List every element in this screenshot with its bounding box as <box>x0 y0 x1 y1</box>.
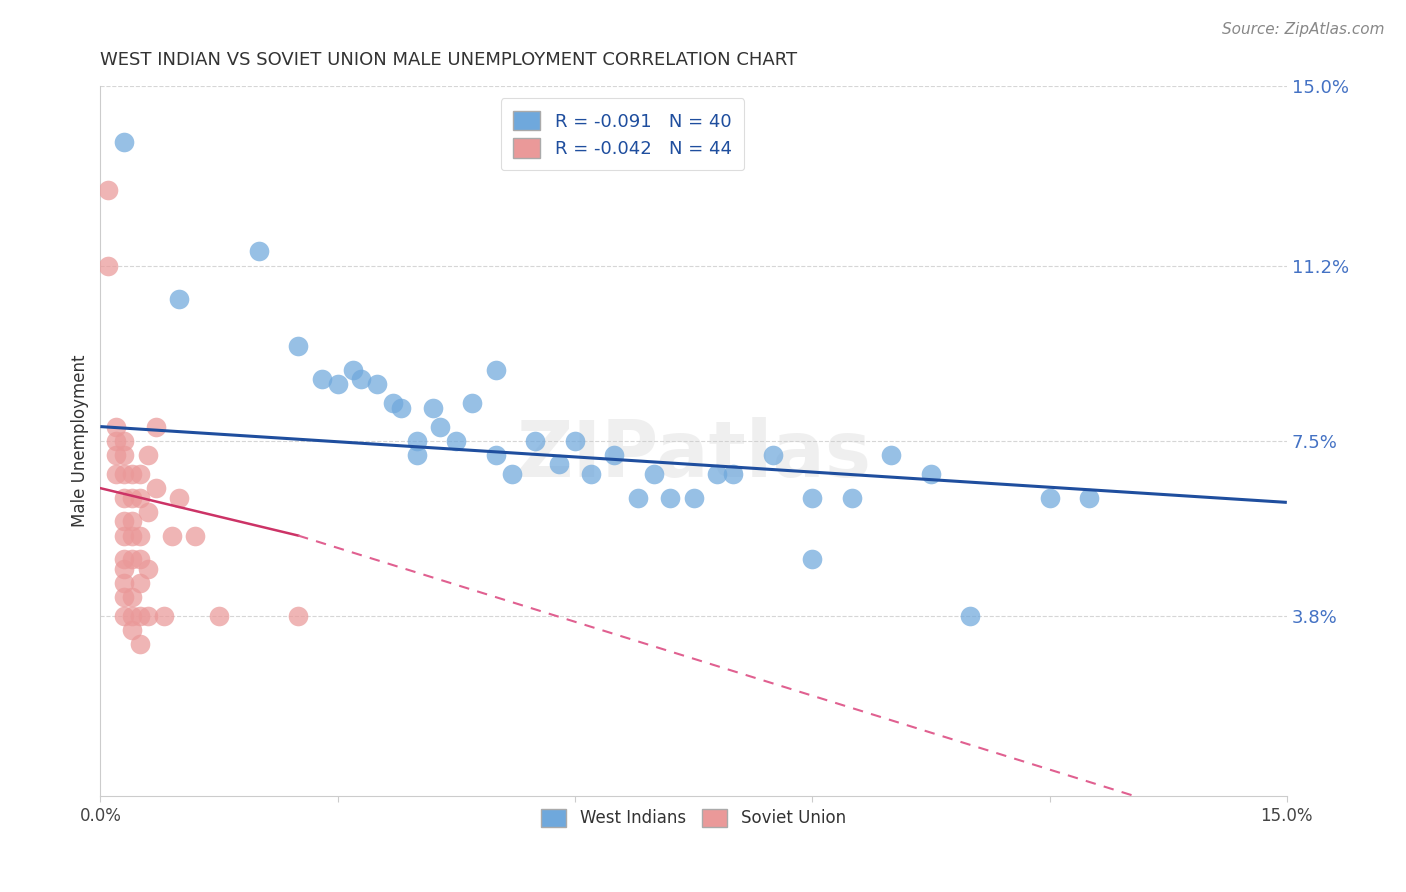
Point <box>422 401 444 415</box>
Point <box>105 448 128 462</box>
Point <box>121 590 143 604</box>
Point <box>841 491 863 505</box>
Point <box>287 339 309 353</box>
Point <box>112 562 135 576</box>
Point <box>287 609 309 624</box>
Point <box>721 467 744 481</box>
Point <box>706 467 728 481</box>
Point <box>105 467 128 481</box>
Point <box>1038 491 1060 505</box>
Point <box>801 552 824 566</box>
Point <box>129 638 152 652</box>
Point <box>366 376 388 391</box>
Point <box>485 448 508 462</box>
Point <box>247 244 270 259</box>
Point <box>350 372 373 386</box>
Point <box>880 448 903 462</box>
Point <box>129 528 152 542</box>
Point <box>643 467 665 481</box>
Text: WEST INDIAN VS SOVIET UNION MALE UNEMPLOYMENT CORRELATION CHART: WEST INDIAN VS SOVIET UNION MALE UNEMPLO… <box>100 51 797 69</box>
Point <box>112 514 135 528</box>
Point <box>382 396 405 410</box>
Point <box>129 575 152 590</box>
Point <box>97 183 120 197</box>
Point <box>136 505 159 519</box>
Point <box>501 467 523 481</box>
Point <box>129 609 152 624</box>
Point <box>429 419 451 434</box>
Point <box>97 259 120 273</box>
Legend: West Indians, Soviet Union: West Indians, Soviet Union <box>534 802 852 834</box>
Point <box>105 419 128 434</box>
Y-axis label: Male Unemployment: Male Unemployment <box>72 354 89 527</box>
Point <box>682 491 704 505</box>
Point <box>579 467 602 481</box>
Point <box>446 434 468 448</box>
Point <box>389 401 412 415</box>
Point <box>405 448 427 462</box>
Point <box>112 491 135 505</box>
Point <box>405 434 427 448</box>
Point <box>564 434 586 448</box>
Point <box>129 552 152 566</box>
Point <box>152 609 174 624</box>
Point <box>105 434 128 448</box>
Point <box>112 528 135 542</box>
Point <box>627 491 650 505</box>
Point <box>658 491 681 505</box>
Point <box>169 292 191 306</box>
Point <box>762 448 785 462</box>
Point <box>112 575 135 590</box>
Point <box>524 434 547 448</box>
Point <box>326 376 349 391</box>
Point <box>169 491 191 505</box>
Point <box>112 552 135 566</box>
Point <box>121 624 143 638</box>
Text: Source: ZipAtlas.com: Source: ZipAtlas.com <box>1222 22 1385 37</box>
Point <box>1078 491 1101 505</box>
Point <box>112 467 135 481</box>
Point <box>342 363 364 377</box>
Point <box>112 609 135 624</box>
Point <box>129 467 152 481</box>
Point <box>136 609 159 624</box>
Point <box>112 448 135 462</box>
Point <box>801 491 824 505</box>
Point <box>920 467 942 481</box>
Point <box>121 528 143 542</box>
Point <box>959 609 981 624</box>
Point <box>136 562 159 576</box>
Point <box>485 363 508 377</box>
Point <box>121 514 143 528</box>
Point <box>208 609 231 624</box>
Point <box>311 372 333 386</box>
Point <box>112 136 135 150</box>
Point <box>548 458 571 472</box>
Text: ZIPatlas: ZIPatlas <box>516 417 872 493</box>
Point <box>603 448 626 462</box>
Point <box>136 448 159 462</box>
Point <box>160 528 183 542</box>
Point <box>145 419 167 434</box>
Point <box>112 434 135 448</box>
Point <box>121 467 143 481</box>
Point <box>145 481 167 495</box>
Point <box>112 590 135 604</box>
Point <box>121 491 143 505</box>
Point <box>121 609 143 624</box>
Point <box>184 528 207 542</box>
Point <box>129 491 152 505</box>
Point <box>461 396 484 410</box>
Point <box>121 552 143 566</box>
